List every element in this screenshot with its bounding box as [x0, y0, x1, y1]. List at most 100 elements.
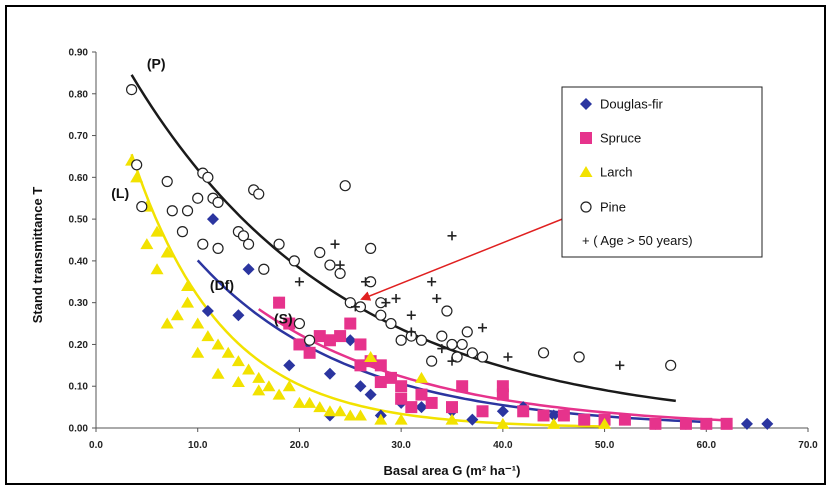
legend-entry-label: Pine: [600, 200, 626, 215]
point-circle-open: [304, 334, 316, 346]
y-tick-label: 0.30: [69, 298, 89, 309]
point-diamond: [364, 388, 377, 401]
point-circle-open: [446, 338, 458, 351]
point-square: [415, 388, 428, 401]
point-diamond: [206, 213, 219, 226]
x-tick-label: 70.0: [798, 440, 818, 451]
legend-entry-label: + ( Age > 50 years): [582, 233, 693, 248]
point-circle-open: [126, 83, 138, 96]
point-circle-open: [385, 317, 397, 330]
point-plus: [361, 277, 371, 287]
x-axis-title: Basal area G (m² ha⁻¹): [384, 463, 521, 478]
legend-entry-label: Douglas-fir: [600, 97, 664, 112]
legend-marker-triangle: [579, 166, 593, 177]
point-diamond: [323, 367, 336, 380]
legend-entry-label: Larch: [600, 165, 633, 180]
point-square: [425, 396, 438, 409]
point-square: [323, 334, 336, 347]
point-square: [374, 376, 387, 389]
point-circle-open: [202, 171, 214, 183]
point-square: [476, 405, 489, 418]
point-circle-open: [466, 347, 478, 359]
point-square: [517, 405, 530, 418]
point-square: [456, 380, 469, 393]
point-square: [405, 401, 418, 414]
fit-curve-l: [130, 153, 605, 428]
point-triangle: [394, 413, 408, 425]
point-circle-open: [166, 205, 178, 217]
point-circle-open: [436, 330, 448, 342]
legend: Douglas-fir Spruce Larch Pine + ( Age > 50 y…: [561, 86, 763, 258]
point-circle-open: [131, 159, 143, 171]
curve-label: (Df): [210, 277, 234, 293]
data-points: [125, 83, 774, 430]
legend-marker-square: [580, 132, 592, 144]
point-square: [334, 330, 347, 343]
point-square: [293, 338, 306, 351]
x-tick-label: 0.0: [89, 440, 103, 451]
point-triangle: [191, 346, 205, 358]
point-plus: [427, 277, 437, 287]
point-circle-open: [136, 200, 148, 213]
point-circle-open: [212, 196, 224, 208]
point-circle-open: [365, 242, 377, 254]
point-triangle: [181, 296, 195, 308]
point-circle-open: [375, 309, 387, 321]
point-circle-open: [426, 355, 438, 367]
point-circle-open: [212, 242, 224, 254]
point-triangle: [140, 238, 154, 250]
curve-label: (P): [147, 56, 166, 72]
point-plus: [437, 344, 447, 354]
point-square: [700, 417, 713, 430]
point-circle-open: [197, 238, 209, 250]
legend-marker-diamond: [580, 98, 592, 110]
annotation-arrow: [360, 211, 581, 301]
point-triangle: [292, 396, 306, 408]
point-plus: [432, 293, 442, 303]
point-triangle: [211, 338, 225, 350]
point-triangle: [445, 413, 459, 425]
point-square: [283, 317, 296, 330]
point-diamond: [466, 413, 479, 426]
point-circle-open: [253, 188, 265, 200]
point-diamond: [242, 263, 255, 276]
point-triangle: [150, 225, 164, 237]
point-circle-open: [258, 263, 270, 275]
point-plus: [350, 302, 360, 312]
point-circle-open: [324, 259, 336, 271]
point-triangle: [323, 405, 337, 417]
y-tick-label: 0.90: [69, 48, 89, 59]
point-diamond: [761, 417, 774, 430]
point-circle-open: [573, 351, 585, 363]
point-square: [618, 413, 631, 426]
point-square: [313, 330, 326, 343]
point-triangle: [303, 396, 317, 408]
point-triangle: [150, 263, 164, 275]
x-tick-label: 50.0: [595, 440, 615, 451]
y-tick-label: 0.20: [69, 340, 89, 351]
point-triangle: [201, 330, 215, 342]
point-square: [395, 392, 408, 405]
point-plus: [406, 327, 416, 337]
point-circle-open: [456, 338, 468, 351]
point-circle-open: [161, 175, 173, 188]
point-diamond: [354, 380, 367, 393]
point-diamond: [415, 401, 428, 414]
point-triangle: [364, 350, 378, 362]
point-circle-open: [293, 317, 306, 330]
y-tick-label: 0.50: [69, 215, 89, 226]
point-triangle: [160, 246, 174, 258]
point-diamond: [547, 409, 560, 422]
point-circle-open: [334, 267, 346, 280]
point-diamond: [344, 334, 357, 347]
point-square: [720, 417, 733, 430]
y-tick-label: 0.00: [69, 424, 89, 435]
point-triangle: [262, 380, 276, 392]
point-triangle: [252, 371, 266, 383]
point-triangle: [598, 417, 612, 429]
point-diamond: [232, 309, 245, 322]
point-plus: [406, 310, 416, 320]
fit-curve-p: [130, 74, 676, 403]
legend-marker-circle-open: [580, 201, 592, 213]
